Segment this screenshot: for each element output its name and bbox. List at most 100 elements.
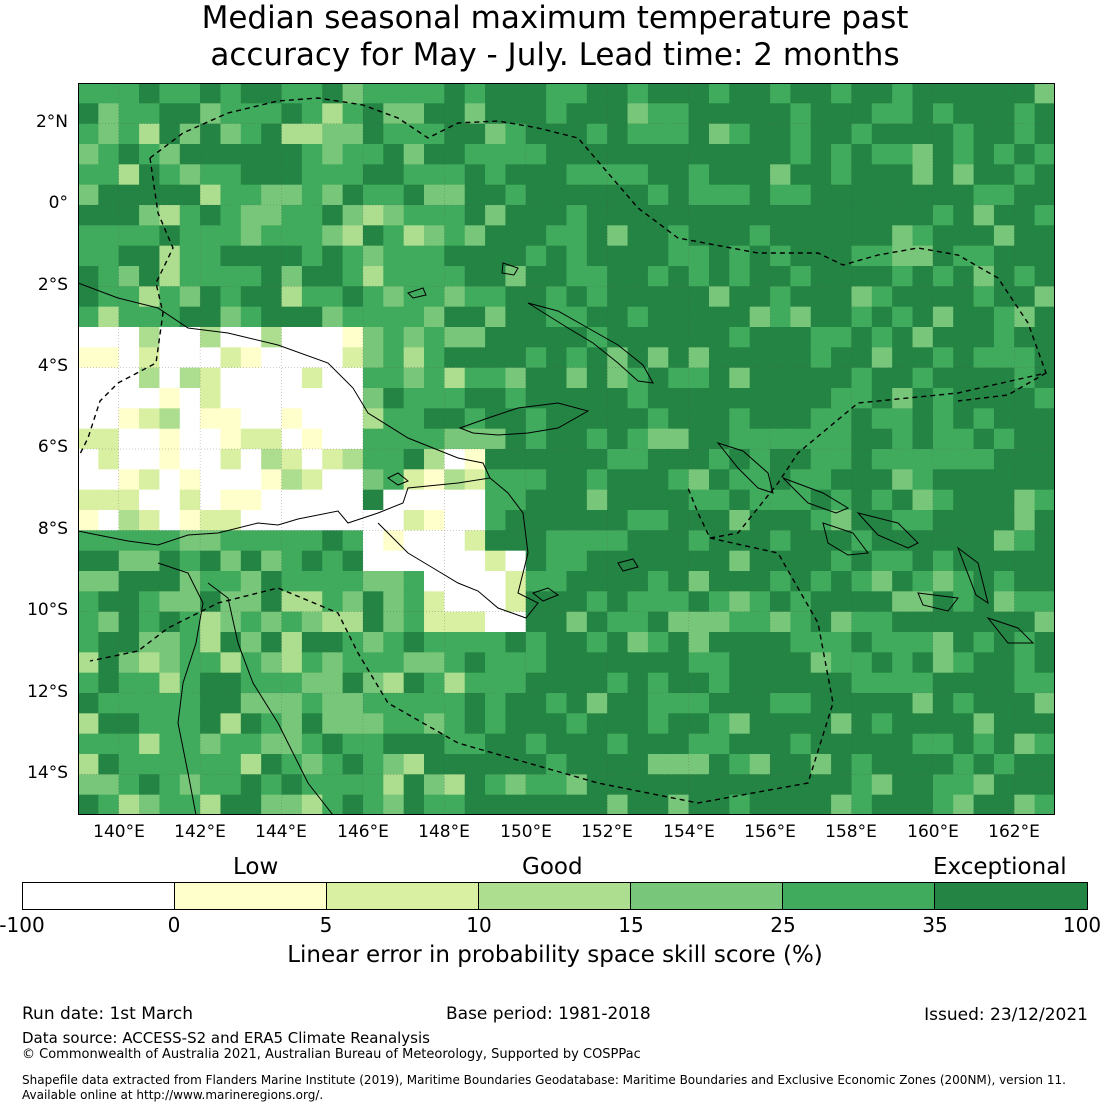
grid-cell	[566, 489, 588, 511]
grid-cell	[973, 652, 995, 674]
grid-cell	[627, 530, 649, 552]
grid-cell	[627, 672, 649, 694]
grid-cell	[1014, 266, 1036, 287]
grid-cell	[993, 571, 1015, 592]
grid-cell	[831, 83, 852, 104]
grid-cell	[668, 184, 690, 206]
grid-cell	[403, 449, 425, 470]
grid-cell	[322, 733, 344, 755]
grid-cell	[301, 754, 323, 775]
grid-cell	[1014, 245, 1036, 267]
grid-cell	[98, 245, 120, 267]
grid-cell	[729, 428, 751, 450]
grid-cell	[708, 754, 730, 775]
grid-cell	[586, 571, 608, 592]
grid-cell	[240, 774, 262, 796]
grid-cell	[179, 266, 201, 287]
grid-cell	[179, 388, 201, 409]
grid-cell	[1014, 733, 1036, 755]
grid-cell	[403, 754, 425, 775]
grid-cell	[444, 550, 466, 572]
grid-cell	[586, 83, 608, 104]
grid-cell	[525, 388, 547, 409]
grid-cell	[424, 164, 445, 186]
lon-label: 162°E	[988, 822, 1040, 842]
grid-cell	[647, 693, 669, 714]
grid-cell	[871, 510, 893, 531]
grid-cell	[342, 327, 364, 348]
grid-cell	[810, 367, 832, 389]
grid-cell	[1034, 632, 1055, 653]
grid-cell	[220, 794, 242, 815]
eez-boundaries	[78, 97, 1047, 804]
grid-cell	[179, 225, 201, 247]
grid-cell	[281, 103, 303, 125]
grid-cell	[159, 83, 181, 104]
grid-cell	[139, 611, 160, 633]
grid-cell	[851, 205, 873, 226]
grid-cell	[464, 571, 486, 592]
grid-cell	[647, 83, 669, 104]
grid-cell	[892, 510, 914, 531]
grid-cell	[362, 733, 384, 755]
grid-cell	[607, 571, 629, 592]
grid-cell	[118, 245, 140, 267]
grid-cell	[220, 571, 242, 592]
grid-cell	[525, 225, 547, 247]
grid-cell	[647, 286, 669, 308]
grid-cell	[179, 428, 201, 450]
grid-cell	[790, 489, 812, 511]
grid-cell	[505, 306, 527, 328]
grid-cell	[301, 367, 323, 389]
grid-cell	[668, 774, 690, 796]
grid-cell	[566, 672, 588, 694]
grid-cell	[749, 347, 771, 369]
legend-category-exceptional: Exceptional	[933, 854, 1067, 880]
grid-cell	[281, 754, 303, 775]
grid-cell	[200, 632, 221, 653]
grid-cell	[525, 327, 547, 348]
grid-cell	[546, 652, 567, 674]
grid-cell	[118, 550, 140, 572]
grid-cell	[281, 733, 303, 755]
grid-cell	[607, 245, 629, 267]
grid-cell	[729, 103, 751, 125]
grid-cell	[810, 713, 832, 735]
grid-cell	[424, 225, 445, 247]
grid-cell	[485, 611, 506, 633]
grid-cell	[973, 306, 995, 328]
grid-cell	[1034, 449, 1055, 470]
grid-cell	[342, 571, 364, 592]
grid-cell	[810, 286, 832, 308]
grid-cell	[403, 408, 425, 430]
grid-cell	[1034, 123, 1055, 145]
grid-cell	[261, 571, 283, 592]
grid-cell	[871, 144, 893, 165]
grid-cell	[342, 144, 364, 165]
grid-cell	[688, 530, 710, 552]
grid-cell	[505, 144, 527, 165]
grid-cell	[383, 367, 405, 389]
grid-cell	[892, 774, 914, 796]
grid-cell	[444, 103, 466, 125]
grid-cell	[179, 286, 201, 308]
grid-cell	[322, 611, 344, 633]
grid-cell	[810, 550, 832, 572]
grid-cell	[505, 103, 527, 125]
grid-cell	[851, 449, 873, 470]
grid-cell	[485, 449, 506, 470]
grid-cell	[98, 184, 120, 206]
grid-cell	[281, 530, 303, 552]
grid-cell	[362, 428, 384, 450]
grid-cell	[566, 754, 588, 775]
grid-cell	[668, 754, 690, 775]
grid-cell	[403, 611, 425, 633]
grid-cell	[912, 83, 934, 104]
colorbar-title: Linear error in probability space skill …	[287, 942, 823, 968]
grid-cell	[179, 327, 201, 348]
grid-cell	[159, 144, 181, 165]
grid-cell	[1014, 144, 1036, 165]
grid-cell	[485, 103, 506, 125]
grid-cell	[342, 510, 364, 531]
lat-label: 8°S	[37, 519, 68, 539]
